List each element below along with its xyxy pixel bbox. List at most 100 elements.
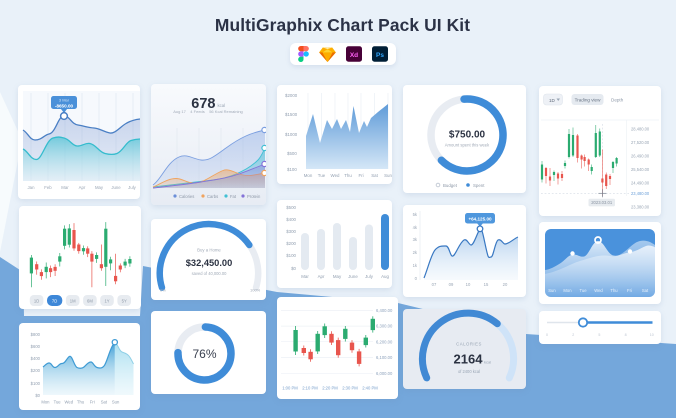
svg-text:26,490.00: 26,490.00	[631, 154, 650, 159]
svg-text:5k: 5k	[413, 212, 418, 217]
svg-text:$500: $500	[286, 205, 296, 210]
svg-text:2023.03.01: 2023.03.01	[591, 200, 613, 205]
svg-text:Sat: Sat	[371, 173, 378, 178]
svg-text:$500: $500	[287, 151, 297, 156]
svg-text:1D: 1D	[549, 98, 556, 103]
svg-text:Buy a Home: Buy a Home	[197, 248, 221, 253]
svg-text:Feb: Feb	[44, 185, 52, 190]
svg-text:3 Mar: 3 Mar	[59, 98, 70, 103]
svg-text:$1500: $1500	[285, 112, 298, 117]
svg-text:6,300.00: 6,300.00	[376, 324, 393, 329]
svg-text:20: 20	[503, 282, 508, 287]
svg-text:Thu: Thu	[610, 288, 618, 293]
svg-text:$600: $600	[31, 344, 41, 349]
svg-text:5: 5	[598, 333, 600, 337]
svg-text:Wed: Wed	[65, 400, 74, 405]
svg-text:Wed: Wed	[331, 173, 341, 178]
svg-text:$100: $100	[287, 167, 297, 172]
svg-text:1D: 1D	[34, 298, 39, 303]
svg-text:Depth: Depth	[611, 98, 624, 103]
svg-text:28,480.00: 28,480.00	[631, 127, 650, 132]
svg-text:Wed: Wed	[594, 288, 603, 293]
svg-text:kcal: kcal	[484, 360, 491, 365]
svg-text:Xd: Xd	[350, 52, 358, 59]
svg-text:0: 0	[546, 333, 548, 337]
svg-text:09: 09	[449, 282, 454, 287]
svg-text:June: June	[348, 274, 358, 279]
svg-text:$400: $400	[31, 356, 41, 361]
svg-text:Mon: Mon	[304, 173, 313, 178]
svg-text:$100: $100	[286, 253, 296, 258]
svg-text:23,480.00: 23,480.00	[631, 191, 650, 196]
svg-text:Carbs: Carbs	[207, 194, 218, 199]
svg-text:23,380.00: 23,380.00	[631, 205, 650, 210]
svg-text:2:30 PM: 2:30 PM	[342, 386, 358, 391]
svg-text:of 2400 kcal: of 2400 kcal	[458, 369, 480, 374]
svg-text:+64,125.00: +64,125.00	[468, 216, 492, 221]
svg-text:$400: $400	[286, 217, 296, 222]
svg-text:5Y: 5Y	[122, 298, 127, 303]
svg-text:Sun: Sun	[548, 288, 556, 293]
svg-text:Budget: Budget	[443, 183, 458, 188]
svg-text:Aug: Aug	[381, 274, 389, 279]
svg-text:Sat: Sat	[101, 400, 108, 405]
svg-text:Fri: Fri	[627, 288, 632, 293]
svg-text:Fat: Fat	[230, 194, 237, 199]
svg-text:saved of 40,000.00: saved of 40,000.00	[192, 271, 228, 276]
svg-text:$800: $800	[31, 332, 41, 337]
svg-text:2: 2	[572, 333, 574, 337]
svg-text:$300: $300	[286, 229, 296, 234]
svg-text:$0: $0	[35, 393, 40, 398]
svg-text:27,520.00: 27,520.00	[631, 140, 650, 145]
svg-text:Mon: Mon	[563, 288, 572, 293]
svg-text:Jan: Jan	[28, 185, 36, 190]
svg-text:Mar: Mar	[61, 185, 69, 190]
svg-text:$32,450.00: $32,450.00	[186, 258, 233, 268]
svg-text:$200: $200	[31, 368, 41, 373]
svg-text:3k: 3k	[413, 237, 418, 242]
svg-text:Apr: Apr	[79, 185, 86, 190]
svg-text:kcal: kcal	[218, 103, 226, 108]
svg-text:$1000: $1000	[285, 132, 298, 137]
svg-text:Protein: Protein	[247, 194, 261, 199]
svg-text:4k: 4k	[413, 225, 418, 230]
svg-text:Thu: Thu	[77, 400, 85, 405]
svg-text:24,490.00: 24,490.00	[631, 181, 650, 186]
svg-text:0%: 0%	[160, 288, 166, 293]
svg-text:June: June	[111, 185, 121, 190]
svg-text:Thu: Thu	[344, 173, 352, 178]
svg-text:678: 678	[191, 96, 215, 112]
svg-text:0: 0	[415, 276, 418, 281]
svg-text:July: July	[365, 274, 374, 279]
svg-text:1Y: 1Y	[104, 298, 109, 303]
svg-text:100%: 100%	[250, 288, 261, 293]
svg-text:2:20 PM: 2:20 PM	[322, 386, 338, 391]
svg-text:6,100.00: 6,100.00	[376, 355, 393, 360]
svg-text:-8650.00: -8650.00	[55, 104, 74, 109]
svg-text:July: July	[128, 185, 136, 190]
svg-text:May: May	[333, 274, 342, 279]
svg-text:07: 07	[432, 282, 437, 287]
svg-text:Calories: Calories	[179, 194, 194, 199]
svg-text:$750.00: $750.00	[449, 130, 486, 141]
svg-text:10: 10	[466, 282, 471, 287]
svg-text:Sun: Sun	[384, 173, 392, 178]
svg-text:Trading view: Trading view	[575, 98, 602, 103]
svg-text:$2000: $2000	[285, 93, 298, 98]
svg-text:6,400.00: 6,400.00	[376, 308, 393, 313]
svg-text:Amount spent this week: Amount spent this week	[445, 143, 490, 148]
svg-text:6,200.00: 6,200.00	[376, 339, 393, 344]
svg-text:$100: $100	[31, 381, 41, 386]
svg-text:15: 15	[484, 282, 489, 287]
svg-text:7D: 7D	[52, 298, 57, 303]
svg-text:2164: 2164	[454, 352, 484, 367]
svg-text:Apr: Apr	[318, 274, 325, 279]
svg-text:10: 10	[650, 333, 654, 337]
svg-text:Mon: Mon	[41, 400, 50, 405]
svg-text:Tue: Tue	[54, 400, 62, 405]
svg-text:8: 8	[625, 333, 627, 337]
svg-text:Sat: Sat	[642, 288, 649, 293]
svg-text:$200: $200	[286, 241, 296, 246]
svg-text:CALORIES: CALORIES	[456, 342, 482, 347]
svg-text:Mar: Mar	[301, 274, 309, 279]
